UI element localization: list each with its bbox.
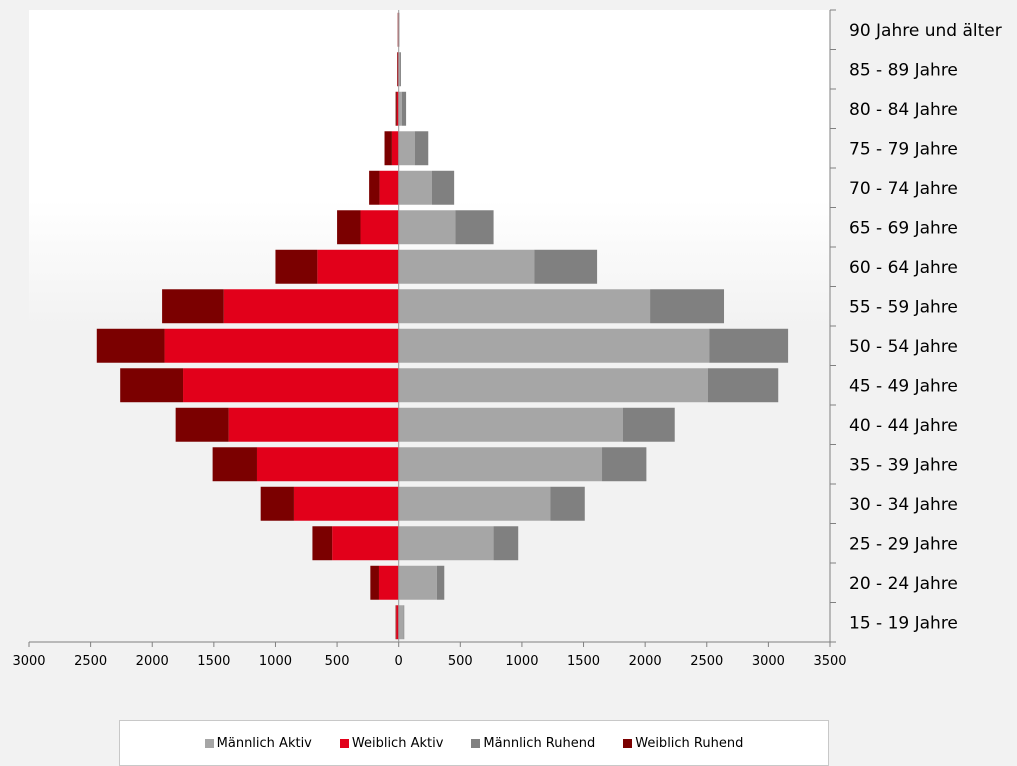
- bar-weiblich-ruhend-1: [370, 566, 379, 600]
- x-tick-label-3: 1500: [197, 654, 230, 669]
- legend-item-weiblich-aktiv: Weiblich Aktiv: [340, 736, 444, 751]
- bar-weiblich-ruhend-5: [176, 408, 229, 442]
- bar-weiblich-ruhend-10: [337, 210, 360, 244]
- bar-weiblich-aktiv-9: [317, 250, 398, 284]
- category-label-0: 15 - 19 Jahre: [849, 613, 958, 633]
- x-tick-label-5: 500: [325, 654, 350, 669]
- legend-swatch-weiblich-ruhend: [623, 739, 632, 748]
- bar-weiblich-ruhend-14: [397, 52, 398, 86]
- bar-m-nnlich-aktiv-11: [399, 171, 432, 205]
- legend-label-m-nnlich-aktiv: Männlich Aktiv: [217, 736, 312, 751]
- x-tick-label-9: 1500: [567, 654, 600, 669]
- bar-weiblich-aktiv-2: [332, 526, 399, 560]
- category-label-13: 80 - 84 Jahre: [849, 100, 958, 120]
- x-tick-label-10: 2000: [629, 654, 662, 669]
- legend-swatch-weiblich-aktiv: [340, 739, 349, 748]
- bar-m-nnlich-aktiv-9: [399, 250, 535, 284]
- x-tick-label-6: 0: [395, 654, 403, 669]
- bar-m-nnlich-ruhend-14: [400, 52, 401, 86]
- x-tick-label-11: 2500: [690, 654, 723, 669]
- x-tick-label-13: 3500: [813, 654, 846, 669]
- bar-weiblich-aktiv-11: [380, 171, 399, 205]
- bar-m-nnlich-aktiv-10: [399, 210, 456, 244]
- category-label-15: 90 Jahre und älter: [849, 21, 1002, 41]
- bar-m-nnlich-ruhend-3: [550, 487, 585, 521]
- bar-m-nnlich-ruhend-12: [415, 131, 429, 165]
- category-label-12: 75 - 79 Jahre: [849, 139, 958, 159]
- legend-swatch-m-nnlich-aktiv: [205, 739, 214, 748]
- legend-label-weiblich-aktiv: Weiblich Aktiv: [352, 736, 444, 751]
- bar-m-nnlich-aktiv-6: [399, 368, 708, 402]
- bar-m-nnlich-ruhend-13: [402, 92, 406, 126]
- legend-label-m-nnlich-ruhend: Männlich Ruhend: [483, 736, 595, 751]
- bar-weiblich-aktiv-12: [392, 131, 399, 165]
- legend-item-m-nnlich-aktiv: Männlich Aktiv: [205, 736, 312, 751]
- legend-label-weiblich-ruhend: Weiblich Ruhend: [635, 736, 743, 751]
- bar-m-nnlich-aktiv-7: [399, 329, 710, 363]
- category-label-1: 20 - 24 Jahre: [849, 574, 958, 594]
- bar-m-nnlich-ruhend-8: [650, 289, 724, 323]
- x-tick-label-7: 500: [448, 654, 473, 669]
- x-tick-label-12: 3000: [752, 654, 785, 669]
- legend-swatch-m-nnlich-ruhend: [471, 739, 480, 748]
- x-tick-label-2: 2000: [136, 654, 169, 669]
- category-label-10: 65 - 69 Jahre: [849, 218, 958, 238]
- bar-m-nnlich-aktiv-5: [399, 408, 623, 442]
- category-label-6: 45 - 49 Jahre: [849, 376, 958, 396]
- bar-m-nnlich-aktiv-1: [399, 566, 437, 600]
- bar-weiblich-aktiv-8: [224, 289, 399, 323]
- category-label-4: 35 - 39 Jahre: [849, 455, 958, 475]
- x-tick-label-4: 1000: [259, 654, 292, 669]
- bar-weiblich-ruhend-2: [312, 526, 332, 560]
- category-label-9: 60 - 64 Jahre: [849, 258, 958, 278]
- x-tick-label-1: 2500: [74, 654, 107, 669]
- bar-weiblich-ruhend-0: [396, 605, 397, 639]
- x-tick-label-0: 3000: [12, 654, 45, 669]
- bar-weiblich-aktiv-3: [294, 487, 399, 521]
- legend-item-m-nnlich-ruhend: Männlich Ruhend: [471, 736, 595, 751]
- bar-weiblich-ruhend-6: [120, 368, 183, 402]
- x-tick-label-8: 1000: [505, 654, 538, 669]
- chart-legend: Männlich Aktiv Weiblich Aktiv Männlich Ruh…: [119, 720, 829, 766]
- bar-weiblich-aktiv-7: [165, 329, 399, 363]
- bar-m-nnlich-aktiv-12: [399, 131, 415, 165]
- bar-m-nnlich-ruhend-1: [437, 566, 444, 600]
- bar-m-nnlich-ruhend-2: [494, 526, 519, 560]
- bar-m-nnlich-ruhend-0: [404, 605, 405, 639]
- category-label-7: 50 - 54 Jahre: [849, 337, 958, 357]
- bar-weiblich-aktiv-1: [379, 566, 399, 600]
- bar-weiblich-ruhend-13: [396, 92, 397, 126]
- bar-m-nnlich-ruhend-7: [709, 329, 788, 363]
- bar-weiblich-ruhend-4: [213, 447, 257, 481]
- bar-m-nnlich-ruhend-5: [623, 408, 675, 442]
- bar-weiblich-aktiv-10: [360, 210, 398, 244]
- bar-weiblich-ruhend-7: [97, 329, 165, 363]
- bar-m-nnlich-ruhend-10: [455, 210, 493, 244]
- bar-m-nnlich-aktiv-3: [399, 487, 551, 521]
- legend-item-weiblich-ruhend: Weiblich Ruhend: [623, 736, 743, 751]
- bar-m-nnlich-aktiv-0: [399, 605, 404, 639]
- bar-weiblich-aktiv-5: [229, 408, 399, 442]
- bar-weiblich-ruhend-9: [275, 250, 317, 284]
- category-label-8: 55 - 59 Jahre: [849, 297, 958, 317]
- bar-weiblich-ruhend-11: [369, 171, 379, 205]
- category-label-2: 25 - 29 Jahre: [849, 534, 958, 554]
- bar-weiblich-aktiv-4: [257, 447, 399, 481]
- bar-m-nnlich-ruhend-9: [534, 250, 597, 284]
- category-label-5: 40 - 44 Jahre: [849, 416, 958, 436]
- category-label-11: 70 - 74 Jahre: [849, 179, 958, 199]
- bar-m-nnlich-aktiv-2: [399, 526, 494, 560]
- bar-weiblich-aktiv-6: [183, 368, 399, 402]
- bar-m-nnlich-ruhend-6: [708, 368, 778, 402]
- bar-m-nnlich-aktiv-4: [399, 447, 602, 481]
- category-label-3: 30 - 34 Jahre: [849, 495, 958, 515]
- bar-weiblich-ruhend-8: [162, 289, 224, 323]
- category-label-14: 85 - 89 Jahre: [849, 60, 958, 80]
- bar-m-nnlich-ruhend-4: [602, 447, 646, 481]
- bar-weiblich-ruhend-12: [385, 131, 392, 165]
- bar-weiblich-ruhend-3: [261, 487, 294, 521]
- bar-m-nnlich-ruhend-11: [432, 171, 454, 205]
- bar-m-nnlich-aktiv-8: [399, 289, 650, 323]
